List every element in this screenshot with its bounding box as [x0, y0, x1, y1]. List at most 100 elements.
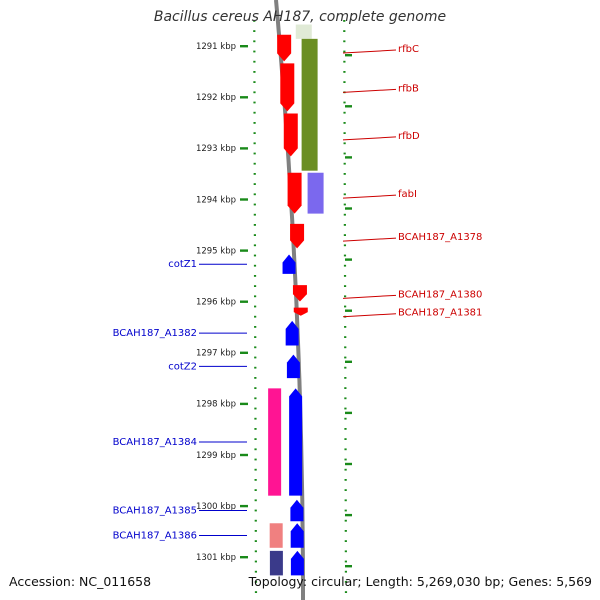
ruler-tick-minor [253, 50, 256, 53]
ruler-tick-minor [253, 142, 256, 145]
gene-labels: rfbC rfbB rfbD fabI BCAH187_A1378 BCAH187_A13… [113, 44, 483, 541]
ruler-tick-major-left [240, 556, 248, 559]
ruler-tick-minor [254, 570, 258, 573]
ruler-tick-minor [344, 305, 347, 308]
ruler-tick-minor [254, 509, 257, 512]
gene-leader-line [342, 49, 397, 54]
gene-label: fabI [398, 189, 417, 200]
ruler-tick-minor [344, 570, 348, 573]
ruler-tick-major-left [240, 300, 248, 303]
gene-arrow [280, 63, 295, 112]
gene-arrow [290, 223, 305, 249]
ruler-tick-minor [343, 162, 346, 165]
ruler-tick-minor [343, 71, 346, 73]
ruler-tick-major-left [240, 351, 248, 354]
ruler-label: 1301 kbp [196, 553, 236, 563]
ruler-tick-minor [344, 591, 348, 593]
ruler-tick-minor [344, 366, 347, 369]
ruler-tick-minor [344, 438, 347, 440]
ruler-tick-minor [254, 438, 257, 440]
ruler-tick-minor [254, 479, 257, 481]
ruler-tick-minor [343, 101, 346, 104]
gene-label: rfbC [398, 44, 419, 55]
ruler-tick-minor [343, 173, 346, 175]
ruler-tick-major-right [345, 54, 352, 57]
gene-arrow [289, 388, 303, 496]
ruler-tick-minor [344, 499, 347, 502]
ruler-tick-minor [254, 336, 257, 338]
gene-leader-line [342, 136, 397, 141]
ruler-tick-major-right [345, 411, 352, 415]
ruler-tick-minor [254, 499, 257, 502]
ruler-tick-major-right [345, 258, 352, 261]
ruler-tick-minor [343, 285, 347, 287]
ruler-tick-minor [253, 295, 257, 298]
ruler-tick-minor [253, 40, 256, 43]
ruler-tick-minor [254, 581, 258, 583]
ruler-tick-minor [344, 326, 347, 328]
ruler-label: 1299 kbp [196, 451, 236, 461]
ruler-tick-major-right [345, 309, 352, 312]
ruler-tick-minor [253, 285, 257, 287]
ruler-tick-minor [254, 468, 257, 471]
topology-label: Topology: circular; Length: 5,269,030 bp… [248, 574, 592, 589]
ruler-tick-minor [343, 193, 346, 196]
ruler-tick-major-left [240, 198, 248, 201]
ruler-tick-minor [343, 244, 347, 247]
feature-track [301, 38, 318, 171]
ruler-label: 1293 kbp [196, 144, 236, 154]
ruler-tick-minor [343, 152, 346, 155]
ruler-tick-minor [253, 71, 256, 73]
ruler-tick-major-right [345, 105, 352, 108]
ruler-tick-minor [343, 275, 347, 277]
ruler-tick-minor [343, 50, 346, 53]
ruler-tick-minor [254, 519, 257, 522]
ruler-tick-minor [254, 305, 257, 308]
ruler-tick-minor [253, 91, 256, 94]
ruler-tick-minor [344, 468, 347, 471]
ruler-tick-minor [254, 387, 257, 389]
gene-arrow [292, 285, 307, 302]
ruler-label: 1300 kbp [196, 502, 236, 512]
gene-arrow [285, 320, 299, 346]
ruler-tick-minor [254, 417, 257, 420]
ruler-tick-minor [343, 132, 346, 134]
ruler-label: 1297 kbp [196, 349, 236, 359]
ruler-tick-minor [343, 295, 347, 298]
ruler-tick-minor [254, 315, 257, 318]
ruler-label: 1296 kbp [196, 298, 236, 308]
ruler-tick-minor [344, 560, 347, 563]
ruler-tick-minor [253, 173, 256, 175]
ruler-tick-minor [253, 213, 256, 216]
ruler-tick-minor [253, 20, 256, 22]
feature-track [269, 550, 283, 576]
ruler-tick-minor [254, 530, 257, 532]
ruler-tick-minor [253, 122, 256, 124]
gene-arrow [286, 354, 300, 379]
ruler-tick-minor [344, 479, 347, 481]
ruler-tick-minor [344, 356, 347, 359]
ruler-tick-minor [343, 60, 346, 63]
ruler-tick-minor [253, 254, 257, 257]
ruler-tick-minor [344, 407, 347, 410]
ruler-label: 1294 kbp [196, 195, 236, 205]
ruler-tick-minor [343, 81, 346, 83]
ruler-tick-minor [254, 458, 257, 461]
feature-track [295, 24, 312, 39]
ruler-tick-minor [343, 40, 346, 43]
ruler-tick-minor [343, 30, 346, 32]
ruler-tick-minor [254, 346, 257, 349]
gene-arrow [290, 550, 304, 576]
ruler-ticks: 1291 kbp 1292 kbp 1293 kbp 1294 kbp 1295 kbp… [196, 20, 352, 593]
ruler-tick-minor [343, 111, 346, 114]
gene-label: BCAH187_A1384 [113, 437, 197, 448]
gene-label: cotZ2 [168, 361, 197, 372]
ruler-tick-minor [344, 397, 347, 400]
ruler-tick-major-left [240, 402, 248, 406]
ruler-tick-minor [344, 458, 347, 461]
ruler-tick-minor [344, 387, 347, 389]
gene-label: rfbD [398, 131, 420, 142]
ruler-tick-minor [343, 213, 346, 216]
ruler-tick-minor [254, 366, 257, 369]
gene-leader-line [342, 237, 397, 242]
